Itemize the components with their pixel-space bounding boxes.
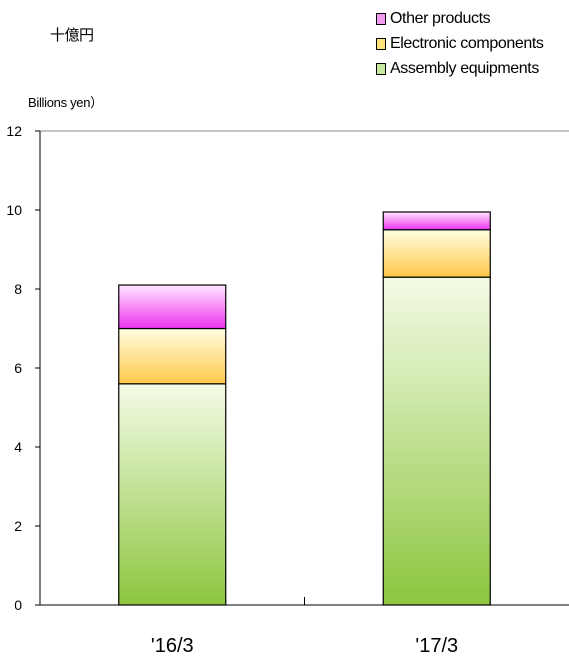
- legend-label-assembly-equipments: Assembly equipments: [390, 60, 539, 77]
- legend-swatch-assembly-equipments: [376, 62, 386, 75]
- legend-swatch-other-products: [376, 12, 386, 25]
- chart-bars: [118, 211, 491, 606]
- unit-label-jp: 十億円: [50, 27, 94, 44]
- y-tick-label: 0: [14, 597, 22, 613]
- legend-label-other-products: Other products: [390, 10, 491, 27]
- bar-segment-electronic-components: [382, 229, 491, 278]
- chart-legend: Other products Electronic components Ass…: [376, 6, 544, 81]
- bar-segment-electronic-components: [118, 327, 227, 385]
- y-tick-label: 10: [6, 202, 22, 218]
- bar-segment-other-products: [382, 211, 491, 231]
- chart-labels: 0 2 4 6 8 10 12 '16/3 '17/3: [6, 123, 458, 657]
- y-tick-label: 6: [14, 360, 22, 376]
- legend-label-electronic-components: Electronic components: [390, 35, 544, 52]
- bar-segment-assembly-equipments: [118, 383, 227, 606]
- x-tick-label: '16/3: [151, 635, 194, 657]
- y-tick-label: 12: [6, 123, 22, 139]
- y-tick-label: 8: [14, 281, 22, 297]
- bar-segment-assembly-equipments: [382, 276, 491, 606]
- bar-segment-other-products: [118, 284, 227, 330]
- y-axis-label: Billions yen）: [28, 95, 103, 110]
- x-tick-label: '17/3: [415, 635, 458, 657]
- legend-item-other-products: Other products: [376, 6, 543, 31]
- legend-item-electronic-components: Electronic components: [376, 31, 544, 56]
- legend-item-assembly-equipments: Assembly equipments: [376, 56, 543, 81]
- y-tick-label: 4: [14, 439, 22, 455]
- y-tick-label: 2: [14, 518, 22, 534]
- legend-swatch-electronic-components: [376, 37, 386, 50]
